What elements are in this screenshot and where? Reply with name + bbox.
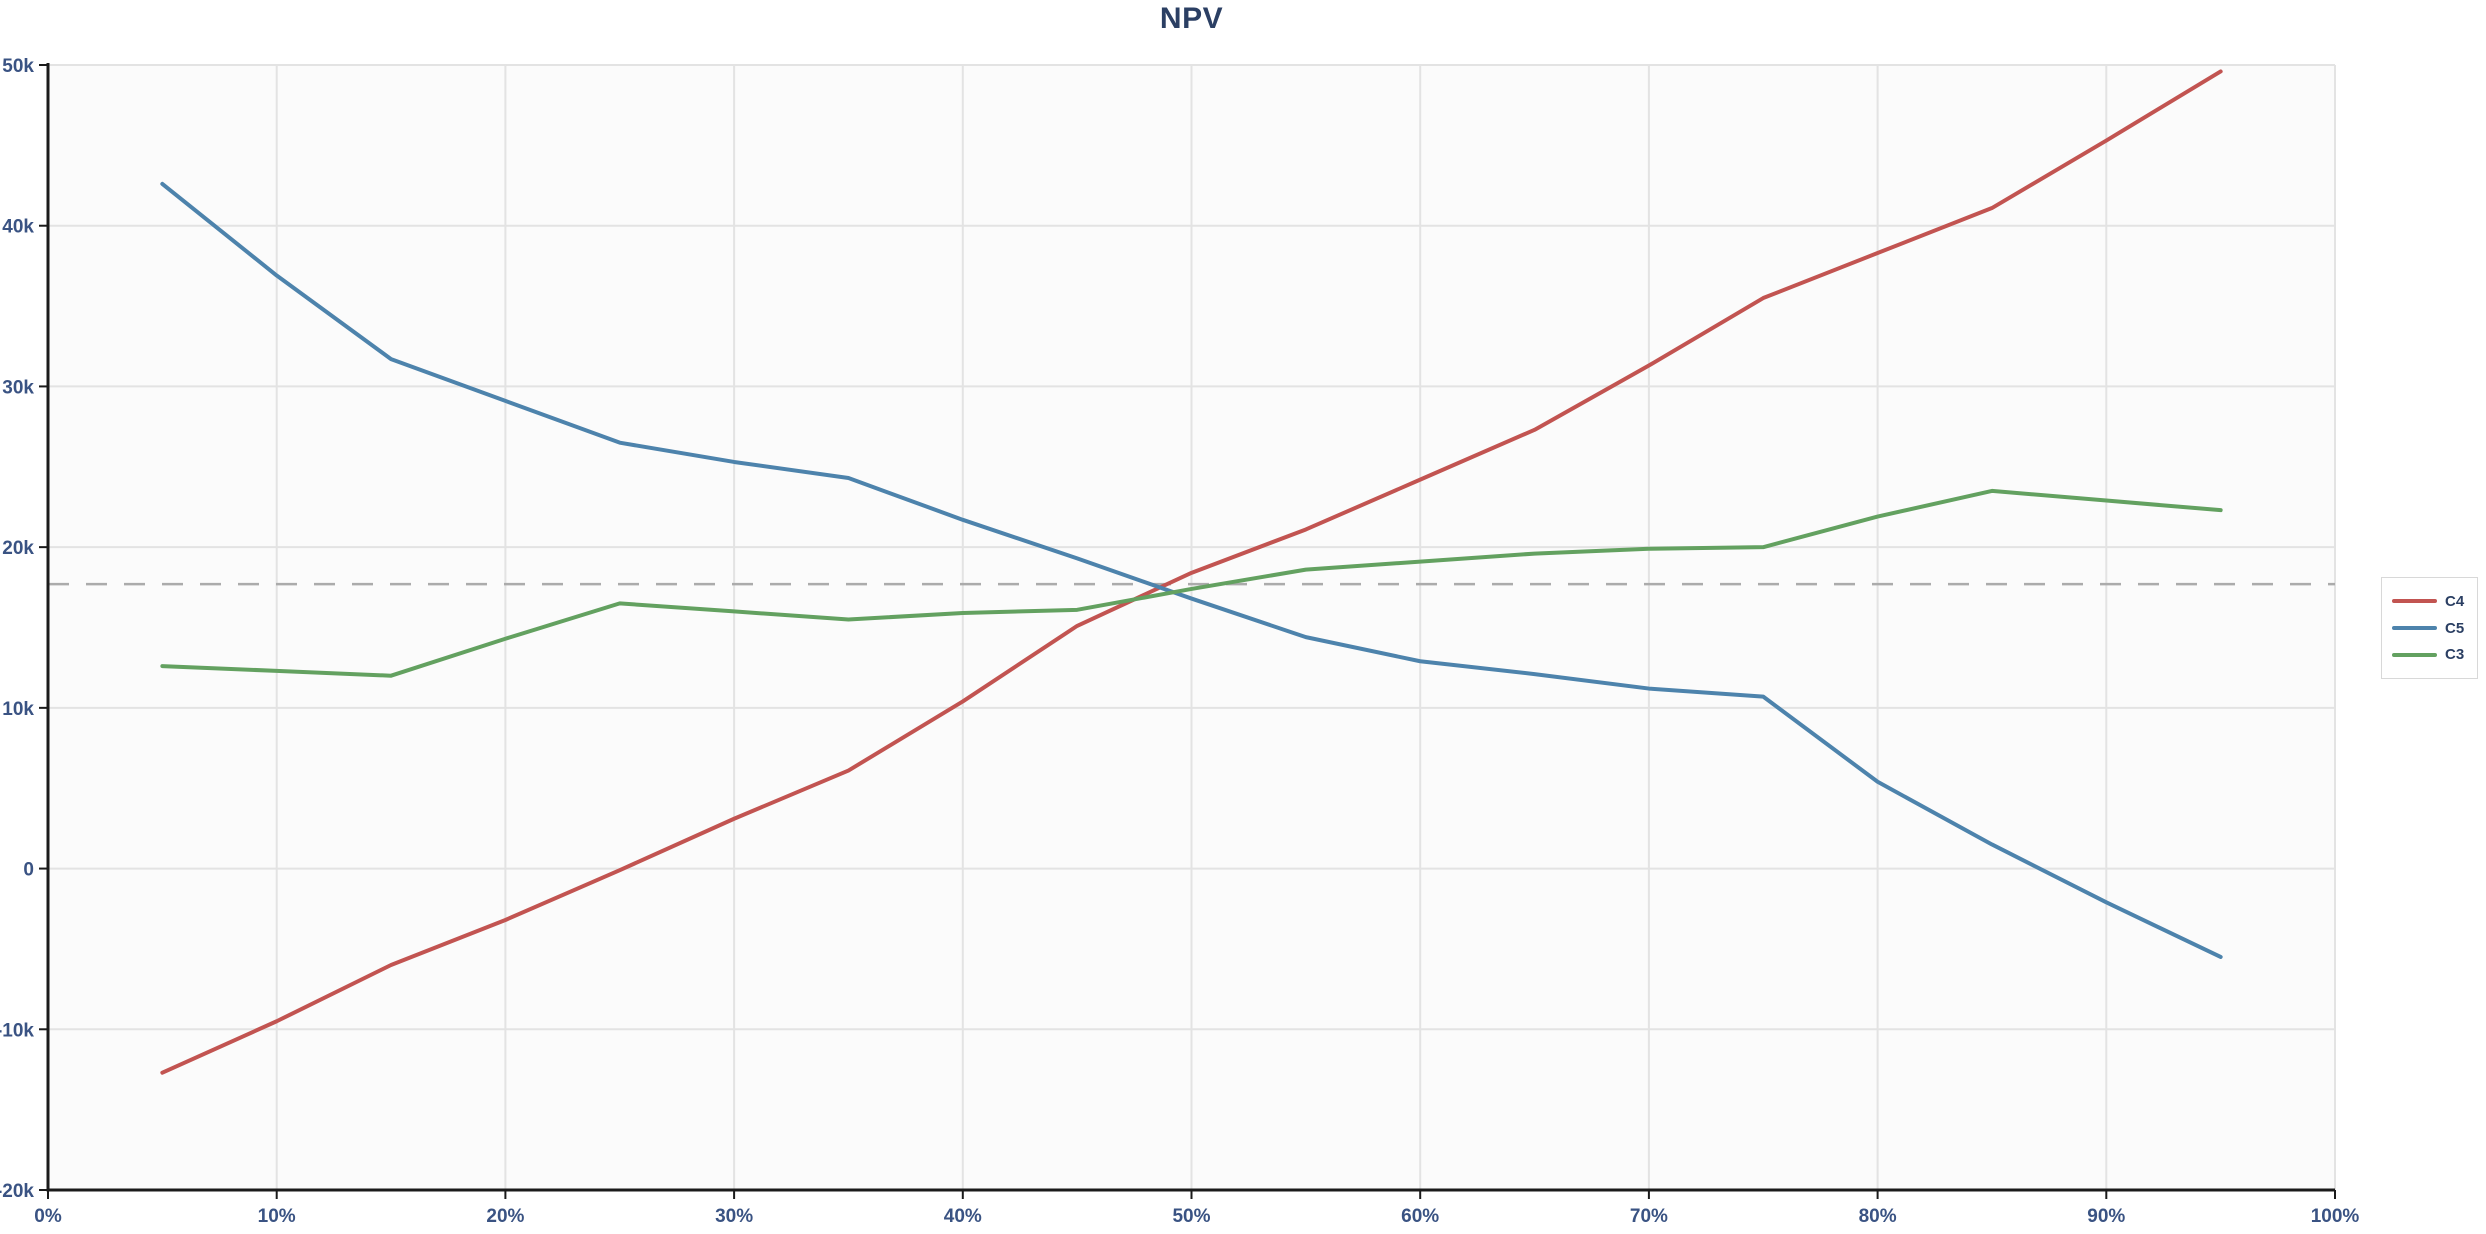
series-line-C4 — [160, 69, 2223, 1075]
y-tick-label: 0 — [23, 860, 34, 881]
x-tick-label: 70% — [1630, 1206, 1668, 1227]
x-tick-label: 20% — [486, 1206, 524, 1227]
x-tick-label: 30% — [715, 1206, 753, 1227]
y-tick-label: 40k — [2, 217, 34, 238]
y-tick-label: 20k — [2, 538, 34, 559]
x-tick-label: 80% — [1859, 1206, 1897, 1227]
legend-label: C4 — [2445, 592, 2465, 610]
legend-item-C4[interactable]: C4 — [2392, 594, 2467, 609]
gridlines — [48, 64, 2336, 1190]
y-tick-label: 30k — [2, 377, 34, 398]
legend-swatch-C3 — [2392, 652, 2437, 657]
y-tick-labels: 50k 40k 30k 20k 10k 0 -10k -20k — [0, 56, 34, 1202]
legend-label: C3 — [2445, 646, 2465, 664]
y-tick-label: 50k — [2, 56, 34, 77]
y-tick-label: -20k — [0, 1181, 34, 1202]
x-tick-label: 90% — [2087, 1206, 2125, 1227]
legend-swatch-C4 — [2392, 599, 2437, 604]
series-line-C3 — [160, 488, 2223, 678]
y-tick-label: 10k — [2, 699, 34, 720]
legend: C4 C5 C3 — [2381, 577, 2478, 679]
x-tick-labels: 0% 10% 20% 30% 40% 50% 60% 70% 80% 90% 100% — [34, 1206, 2359, 1227]
tick-marks — [39, 64, 2336, 1199]
y-tick-label: -10k — [0, 1020, 34, 1041]
legend-item-C3[interactable]: C3 — [2392, 647, 2467, 662]
chart-title: NPV — [1159, 2, 1224, 35]
legend-label: C5 — [2445, 619, 2465, 637]
x-tick-label: 50% — [1172, 1206, 1210, 1227]
legend-item-C5[interactable]: C5 — [2392, 621, 2467, 636]
x-tick-label: 40% — [944, 1206, 982, 1227]
x-tick-label: 10% — [258, 1206, 296, 1227]
x-tick-label: 60% — [1401, 1206, 1439, 1227]
x-tick-label: 100% — [2311, 1206, 2360, 1227]
legend-swatch-C5 — [2392, 626, 2437, 630]
series-line-C5 — [160, 181, 2223, 959]
x-tick-label: 0% — [34, 1206, 62, 1227]
